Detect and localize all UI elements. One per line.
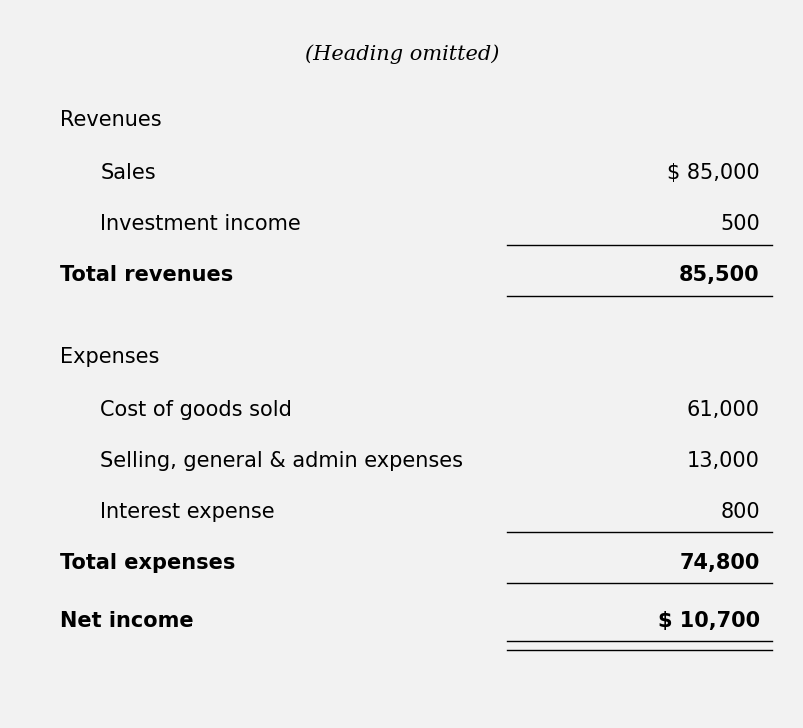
Text: Total revenues: Total revenues (60, 265, 233, 285)
Text: Investment income: Investment income (100, 214, 301, 234)
Text: 800: 800 (719, 502, 759, 522)
Text: Sales: Sales (100, 163, 156, 183)
Text: 74,800: 74,800 (679, 553, 759, 573)
Text: Total expenses: Total expenses (60, 553, 235, 573)
Text: Revenues: Revenues (60, 110, 161, 130)
Text: Net income: Net income (60, 611, 194, 631)
Text: $ 10,700: $ 10,700 (657, 611, 759, 631)
Text: $ 85,000: $ 85,000 (666, 163, 759, 183)
Text: 85,500: 85,500 (679, 265, 759, 285)
Text: 61,000: 61,000 (686, 400, 759, 420)
Text: (Heading omitted): (Heading omitted) (304, 44, 499, 65)
Text: Interest expense: Interest expense (100, 502, 275, 522)
Text: 500: 500 (719, 214, 759, 234)
Text: Selling, general & admin expenses: Selling, general & admin expenses (100, 451, 463, 471)
Text: Cost of goods sold: Cost of goods sold (100, 400, 292, 420)
Text: Expenses: Expenses (60, 347, 160, 367)
Text: 13,000: 13,000 (686, 451, 759, 471)
